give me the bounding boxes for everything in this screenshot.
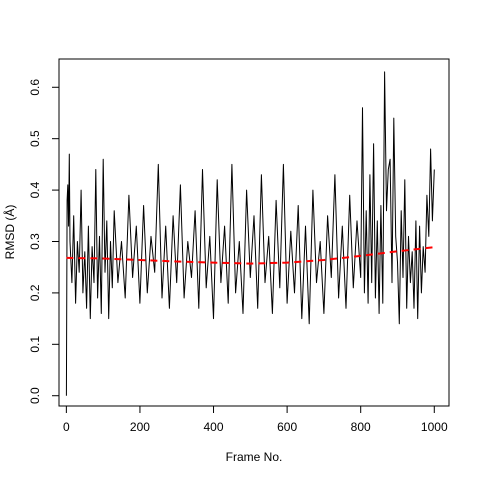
- x-axis-label: Frame No.: [226, 450, 283, 464]
- rmsd-line: [65, 71, 435, 396]
- y-tick-label: 0.3: [28, 233, 42, 250]
- y-axis: 0.0 0.1 0.2 0.3 0.4 0.5 0.6: [28, 79, 60, 404]
- plot-series: [65, 71, 435, 396]
- trend-line: [66, 246, 435, 265]
- x-tick-label: 400: [204, 420, 224, 434]
- x-tick-label: 800: [351, 420, 371, 434]
- y-tick-label: 0.2: [28, 284, 42, 301]
- x-tick-label: 1000: [421, 420, 448, 434]
- y-tick-label: 0.4: [28, 181, 42, 198]
- x-tick-label: 0: [63, 420, 70, 434]
- y-tick-label: 0.6: [28, 79, 42, 96]
- x-tick-label: 600: [277, 420, 297, 434]
- y-tick-label: 0.0: [28, 387, 42, 404]
- plot-frame: [58, 58, 450, 407]
- y-tick-label: 0.5: [28, 130, 42, 147]
- y-tick-label: 0.1: [28, 336, 42, 353]
- x-tick-label: 200: [130, 420, 150, 434]
- y-axis-label: RMSD (Å): [2, 205, 17, 260]
